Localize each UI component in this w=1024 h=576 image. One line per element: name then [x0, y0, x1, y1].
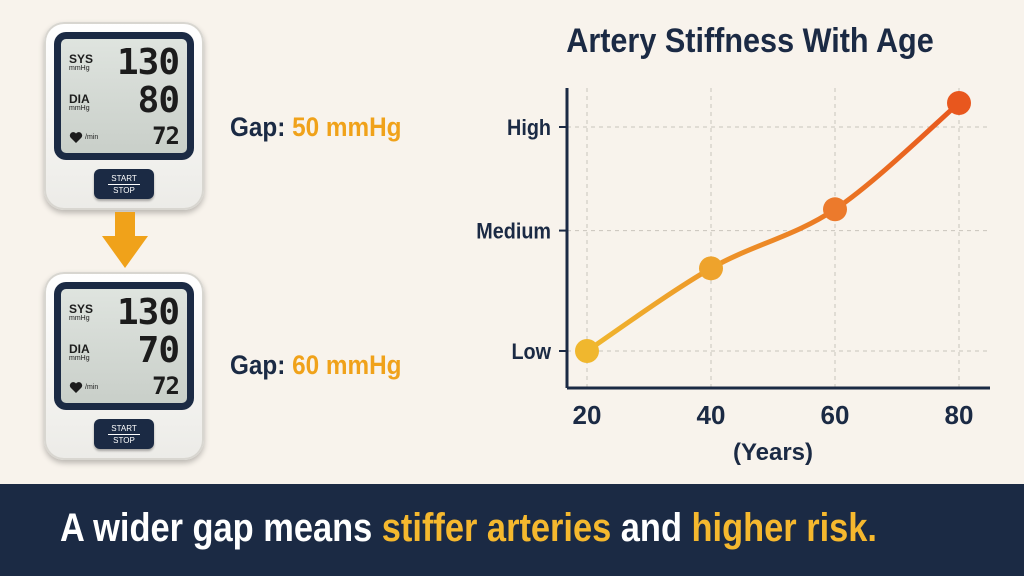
y-tick-label: Low — [511, 340, 551, 364]
gap-label: Gap: — [230, 112, 286, 142]
lcd-display: SYS mmHg 130 DIA mmHg 70 /min 72 — [61, 289, 187, 403]
gap-text-before: Gap: 50 mmHg — [230, 112, 402, 143]
data-point — [947, 91, 971, 115]
y-tick-label: Medium — [476, 220, 551, 244]
banner-message: A wider gap means stiffer arteries and h… — [60, 506, 877, 551]
dia-label-group: DIA mmHg — [69, 93, 90, 113]
sys-label: SYS — [69, 52, 94, 66]
banner-highlight-1: stiffer arteries — [381, 506, 612, 550]
sys-label: SYS — [69, 302, 94, 316]
heart-icon — [69, 132, 83, 143]
sys-value: 130 — [116, 42, 180, 83]
start-label: START — [111, 174, 137, 183]
lcd-display: SYS mmHg 130 DIA mmHg 80 /min 72 — [61, 39, 187, 153]
dia-value: 80 — [137, 80, 180, 121]
gap-label: Gap: — [230, 350, 286, 380]
sys-unit: mmHg — [69, 315, 90, 322]
dia-value: 70 — [137, 330, 180, 371]
gap-value: 60 mmHg — [292, 350, 402, 380]
x-tick-label: 40 — [697, 400, 726, 430]
bp-monitor-before: SYS mmHg 130 DIA mmHg 80 /min 72 START S… — [44, 22, 204, 210]
start-stop-button[interactable]: START STOP — [94, 169, 154, 199]
sys-label-group: SYS mmHg — [69, 303, 93, 323]
sys-label-group: SYS mmHg — [69, 53, 93, 73]
start-label: START — [111, 424, 137, 433]
banner-part-2: and — [611, 506, 692, 550]
dia-label-group: DIA mmHg — [69, 343, 90, 363]
pulse-row: /min — [69, 381, 98, 394]
bottom-banner: A wider gap means stiffer arteries and h… — [0, 484, 1024, 576]
pulse-unit: /min — [85, 384, 99, 391]
gap-text-after: Gap: 60 mmHg — [230, 350, 402, 381]
data-point — [575, 339, 599, 363]
sys-unit: mmHg — [69, 65, 90, 72]
x-tick-label: 80 — [945, 400, 974, 430]
pulse-value: 72 — [152, 372, 180, 400]
banner-part-1: A wider gap means — [60, 506, 382, 550]
pulse-value: 72 — [152, 122, 180, 150]
start-stop-button[interactable]: START STOP — [94, 419, 154, 449]
bp-monitor-after: SYS mmHg 130 DIA mmHg 70 /min 72 START S… — [44, 272, 204, 460]
monitor-screen-bezel: SYS mmHg 130 DIA mmHg 70 /min 72 — [54, 282, 194, 410]
dia-unit: mmHg — [69, 355, 90, 362]
x-tick-label: 60 — [821, 400, 850, 430]
pulse-unit: /min — [85, 134, 99, 141]
heart-icon — [69, 382, 83, 393]
banner-highlight-2: higher risk. — [691, 506, 877, 550]
y-tick-label: High — [507, 116, 551, 140]
data-point — [823, 197, 847, 222]
arrow-down-icon — [102, 212, 148, 268]
pulse-row: /min — [69, 131, 98, 144]
dia-label: DIA — [69, 342, 90, 356]
sys-value: 130 — [116, 292, 180, 333]
x-tick-label: 20 — [573, 400, 602, 430]
stop-label: STOP — [113, 436, 135, 445]
gap-value: 50 mmHg — [292, 112, 402, 142]
data-point — [699, 256, 723, 281]
monitor-screen-bezel: SYS mmHg 130 DIA mmHg 80 /min 72 — [54, 32, 194, 160]
x-axis-label: (Years) — [733, 439, 813, 466]
series-line — [584, 100, 962, 354]
chart-title: Artery Stiffness With Age — [566, 22, 934, 60]
dia-label: DIA — [69, 92, 90, 106]
stop-label: STOP — [113, 186, 135, 195]
dia-unit: mmHg — [69, 105, 90, 112]
stiffness-chart: Low Medium High 20 40 60 80 (Years) — [476, 88, 990, 466]
